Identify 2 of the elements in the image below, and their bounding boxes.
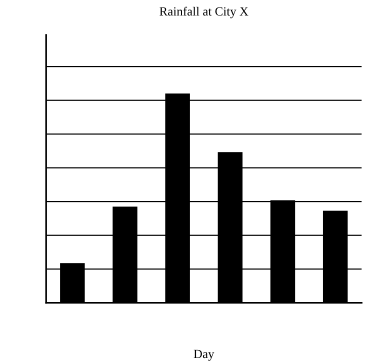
x-axis-title: Day [194, 350, 214, 361]
chart-title: Rainfall at City X [160, 6, 248, 18]
